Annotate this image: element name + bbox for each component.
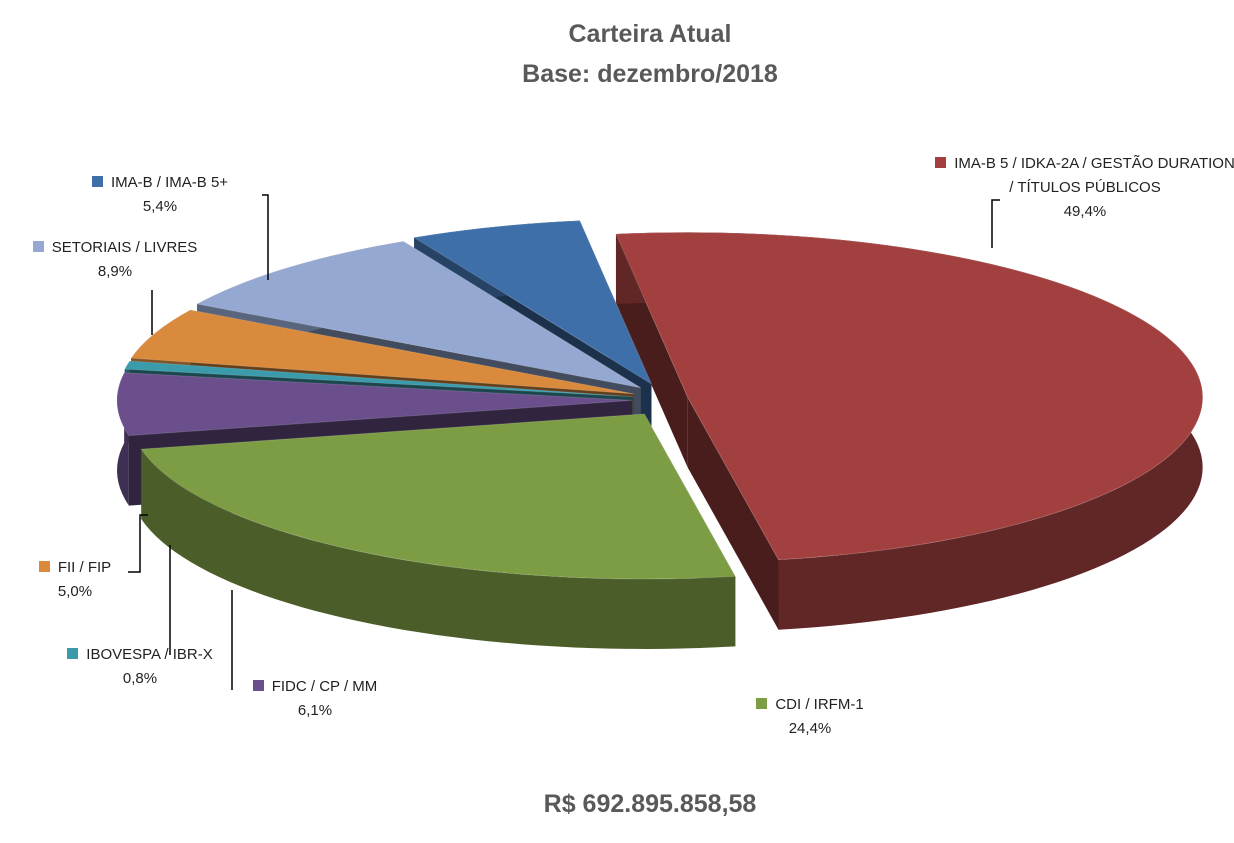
- data-label: IBOVESPA / IBR-X 0,8%: [15, 643, 265, 691]
- category-label: IMA-B 5 / IDKA-2A / GESTÃO DURATION / TÍ…: [954, 155, 1234, 196]
- leader-line: [991, 199, 1000, 248]
- legend-swatch: [91, 176, 103, 187]
- category-label: IBOVESPA / IBR-X: [86, 646, 213, 663]
- value-label: 8,9%: [97, 263, 133, 280]
- legend-swatch: [67, 648, 79, 659]
- legend-swatch: [756, 698, 768, 709]
- value-label: 0,8%: [122, 670, 158, 687]
- slice: [412, 220, 653, 386]
- data-label: IMA-B 5 / IDKA-2A / GESTÃO DURATION / TÍ…: [935, 152, 1234, 224]
- legend-swatch: [32, 241, 44, 252]
- value-label: 49,4%: [1063, 203, 1107, 220]
- total-amount: R$ 692.895.858,58: [544, 790, 757, 818]
- category-label: FIDC / CP / MM: [271, 678, 378, 695]
- data-label: FIDC / CP / MM 6,1%: [215, 675, 415, 723]
- data-label: IMA-B / IMA-B 5+ 5,4%: [40, 171, 280, 219]
- pie: [116, 220, 1204, 649]
- slice: [195, 240, 642, 389]
- slice: [140, 413, 737, 580]
- category-label: CDI / IRFM-1: [775, 696, 864, 713]
- slice-cut-face: [687, 397, 779, 630]
- leader-line: [128, 514, 148, 573]
- value-label: 5,4%: [142, 198, 178, 215]
- legend-swatch: [935, 157, 947, 168]
- value-label: 24,4%: [788, 720, 832, 737]
- data-label: SETORIAIS / LIVRES 8,9%: [10, 236, 220, 284]
- chart-subtitle: Base: dezembro/2018: [522, 60, 778, 88]
- category-label: FII / FIP: [57, 559, 112, 576]
- chart-title: Carteira Atual: [568, 20, 731, 48]
- category-label: IMA-B / IMA-B 5+: [110, 174, 229, 191]
- legend-swatch: [252, 680, 264, 691]
- slice: [123, 360, 633, 398]
- slice: [116, 372, 633, 437]
- leader-lines: [128, 194, 1000, 690]
- data-label: CDI / IRFM-1 24,4%: [700, 693, 920, 741]
- leader-line: [262, 194, 269, 280]
- slice: [130, 309, 635, 395]
- slice: [615, 231, 1204, 561]
- slice-side: [141, 449, 736, 649]
- category-label: SETORIAIS / LIVRES: [51, 239, 198, 256]
- legend-swatch: [38, 561, 50, 572]
- value-label: 6,1%: [297, 702, 333, 719]
- data-label: FII / FIP 5,0%: [10, 556, 140, 604]
- value-label: 5,0%: [57, 583, 93, 600]
